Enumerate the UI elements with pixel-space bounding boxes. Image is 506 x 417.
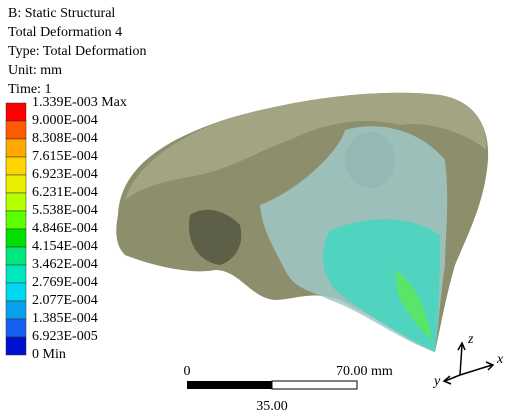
legend-swatch	[6, 301, 26, 319]
scale-middle: 35.00	[256, 399, 288, 414]
legend-label: 3.462E-004	[32, 257, 98, 272]
scale-black	[187, 381, 272, 389]
legend-label: 6.923E-005	[32, 329, 98, 344]
legend-label: 7.615E-004	[32, 149, 98, 164]
triad	[444, 343, 493, 384]
legend-label: 5.538E-004	[32, 203, 98, 218]
header-line: Total Deformation 4	[8, 25, 122, 40]
header: B: Static Structural Total Deformation 4 T…	[8, 6, 147, 97]
legend-swatch	[6, 283, 26, 301]
legend-label: 4.846E-004	[32, 221, 98, 236]
header-line: Type: Total Deformation	[8, 44, 147, 59]
legend-swatch	[6, 337, 26, 355]
legend-swatch	[6, 229, 26, 247]
legend-swatch	[6, 247, 26, 265]
triad-z: z	[467, 332, 474, 347]
scale-start: 0	[184, 364, 191, 379]
legend-label: 9.000E-004	[32, 113, 98, 128]
scale-bar: 0 70.00 mm 35.00	[184, 364, 393, 414]
header-line: B: Static Structural	[8, 6, 115, 21]
screen: B: Static Structural Total Deformation 4 T…	[0, 0, 506, 417]
legend-swatch	[6, 175, 26, 193]
high-strain-region	[323, 219, 440, 352]
legend-label: 1.339E-003 Max	[32, 95, 127, 110]
x-axis	[460, 365, 492, 375]
legend-label: 1.385E-004	[32, 311, 98, 326]
legend-label: 6.231E-004	[32, 185, 98, 200]
legend-label: 0 Min	[32, 347, 66, 362]
legend-label: 4.154E-004	[32, 239, 98, 254]
legend-swatch	[6, 121, 26, 139]
legend-swatch	[6, 193, 26, 211]
header-line: Unit: mm	[8, 63, 62, 78]
legend-swatch	[6, 139, 26, 157]
triad-y: y	[432, 374, 441, 389]
scale-end: 70.00 mm	[336, 364, 393, 379]
legend-swatch	[6, 265, 26, 283]
legend-swatch	[6, 157, 26, 175]
legend-swatch	[6, 103, 26, 121]
legend-label: 2.769E-004	[32, 275, 98, 290]
z-axis	[460, 345, 462, 375]
skull-model	[116, 93, 488, 352]
legend-label: 2.077E-004	[32, 293, 98, 308]
legend-label: 8.308E-004	[32, 131, 98, 146]
legend-label: 6.923E-004	[32, 167, 98, 182]
legend: 1.339E-003 Max 9.000E-004 8.308E-004 7.615E…	[6, 95, 127, 362]
legend-swatch	[6, 319, 26, 337]
legend-swatch	[6, 211, 26, 229]
triad-x: x	[496, 352, 504, 367]
scale-white	[272, 381, 357, 389]
